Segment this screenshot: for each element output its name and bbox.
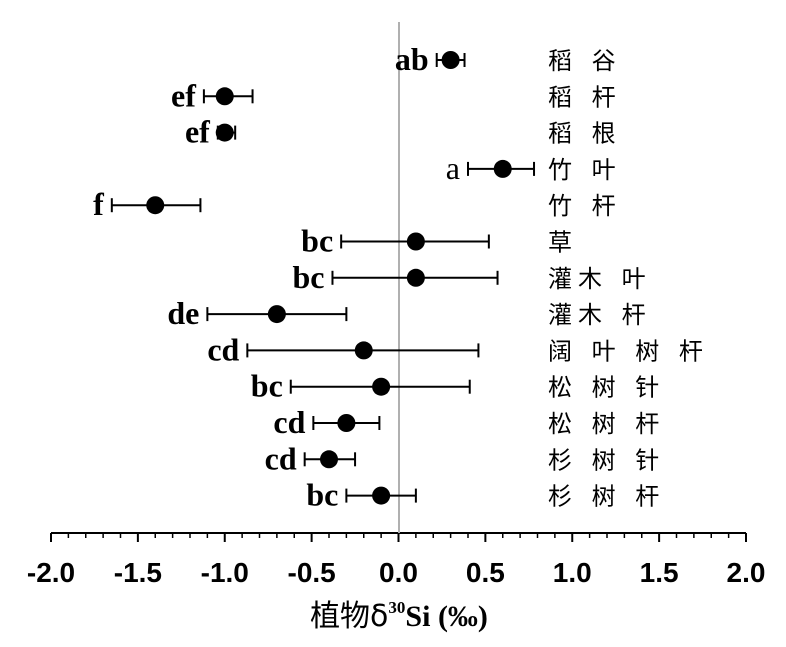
category-label: 阔 叶 树 杆 [548, 337, 709, 365]
data-point-marker [372, 486, 391, 505]
significance-label: a [446, 150, 460, 186]
x-axis-title-suffix: Si (‰) [405, 600, 488, 633]
category-label: 稻 谷 [548, 47, 622, 75]
x-tick-label: 0.0 [379, 557, 418, 588]
significance-label: cd [207, 331, 239, 367]
data-point-row: ef 稻 杆 [171, 77, 622, 113]
significance-label: bc [306, 477, 338, 513]
x-tick-label: -0.5 [288, 557, 336, 588]
data-point-marker [320, 450, 338, 469]
data-point-row: bc 灌木 叶 [292, 259, 652, 295]
data-point-row: cd 松 树 杆 [273, 404, 665, 440]
x-tick-label: 0.5 [466, 557, 505, 588]
data-point-marker [406, 232, 425, 251]
data-point-marker [406, 268, 425, 287]
x-tick-label: -1.0 [201, 557, 249, 588]
data-point-marker [215, 123, 234, 142]
x-tick-label: 2.0 [727, 557, 766, 588]
significance-label: ef [185, 114, 210, 150]
data-point-marker [146, 196, 165, 215]
significance-label: cd [265, 440, 297, 476]
significance-label: ef [171, 77, 196, 113]
data-point-marker [354, 341, 373, 360]
x-tick-label: -1.5 [114, 557, 162, 588]
category-label: 稻 根 [548, 120, 622, 148]
category-label: 灌木 叶 [548, 265, 652, 293]
data-point-row: bc 草 [301, 223, 578, 259]
significance-label: bc [292, 259, 324, 295]
category-label: 稻 杆 [548, 83, 622, 111]
category-label: 竹 叶 [548, 156, 622, 184]
x-axis-title-prefix: 植物δ [310, 599, 388, 634]
data-point-marker [441, 51, 460, 69]
data-point-row: bc 杉 树 杆 [306, 477, 665, 513]
x-axis-ticks [50, 533, 747, 542]
category-label: 杉 树 针 [548, 446, 665, 474]
data-point-marker [337, 414, 356, 432]
x-tick-label: 1.5 [640, 557, 679, 588]
x-tick-label: 1.0 [553, 557, 592, 588]
data-point-marker [493, 159, 512, 178]
significance-label: ab [395, 41, 429, 77]
x-axis-tick-labels: -2.0 -1.5 -1.0 -0.5 0.0 0.5 1.0 1.5 2.0 [27, 557, 766, 588]
category-label: 草 [548, 229, 578, 257]
data-point-row: bc 松 树 针 [251, 368, 665, 404]
significance-label: bc [251, 368, 283, 404]
data-point-marker [215, 87, 234, 106]
category-label: 松 树 针 [548, 374, 665, 402]
data-point-marker [267, 305, 286, 324]
significance-label: bc [301, 223, 333, 259]
category-label: 竹 杆 [548, 192, 622, 220]
data-point-row: cd 阔 叶 树 杆 [207, 331, 709, 367]
category-label: 灌木 杆 [548, 301, 652, 329]
data-points: ab 稻 谷ef 稻 杆ef 稻 根a 竹 叶f 竹 杆bc 草bc 灌木 叶de 灌木 杆cd… [93, 41, 709, 513]
category-label: 杉 树 杆 [548, 483, 665, 511]
data-point-row: ef 稻 根 [185, 114, 622, 150]
data-point-marker [372, 377, 391, 396]
significance-label: f [93, 186, 104, 222]
data-point-row: cd 杉 树 针 [265, 440, 665, 476]
category-label: 松 树 杆 [548, 410, 665, 438]
x-axis-title: 植物δ30Si (‰) [310, 598, 488, 634]
significance-label: de [167, 295, 199, 331]
significance-label: cd [273, 404, 305, 440]
x-tick-label: -2.0 [27, 557, 75, 588]
data-point-row: de 灌木 杆 [167, 295, 652, 331]
x-axis-title-superscript: 30 [388, 598, 405, 617]
data-point-row: ab 稻 谷 [395, 41, 622, 77]
